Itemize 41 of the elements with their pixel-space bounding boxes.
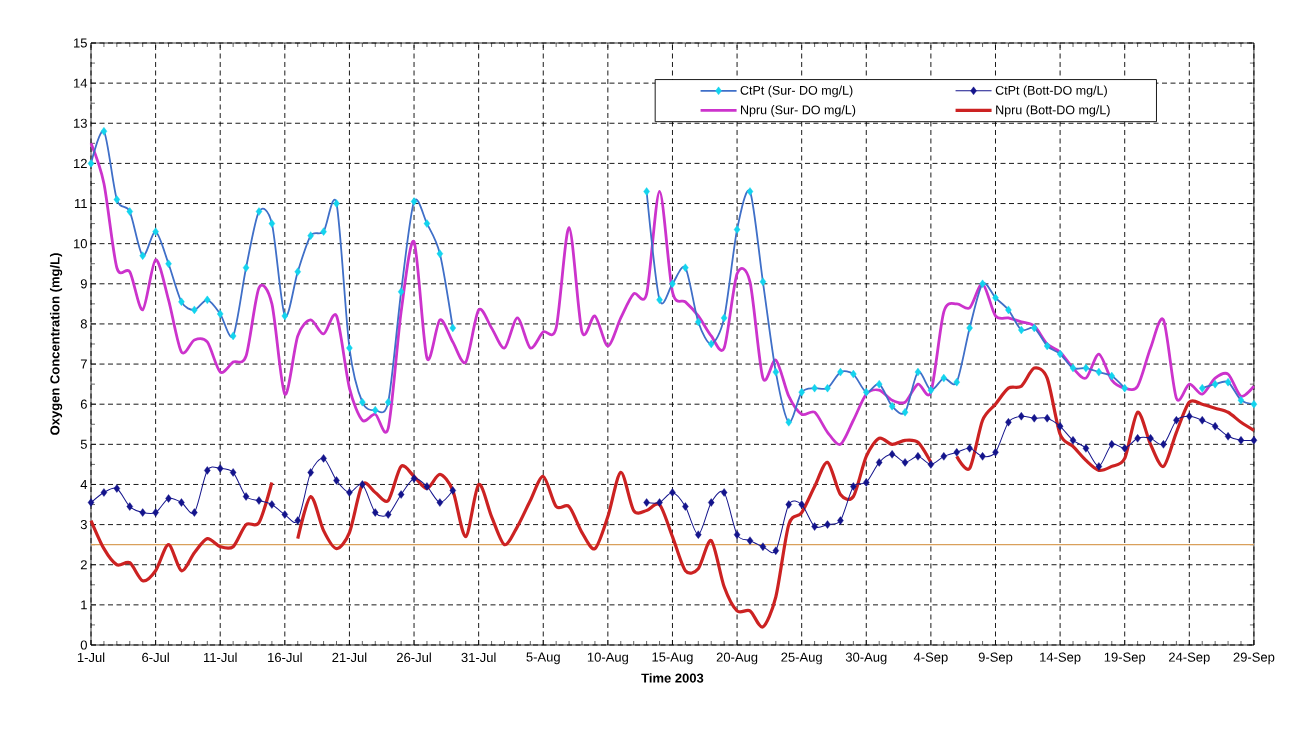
x-tick-label: 5-Aug xyxy=(526,652,560,665)
y-tick-label: 7 xyxy=(80,359,87,369)
x-tick-label: 19-Sep xyxy=(1104,652,1146,665)
y-tick-label: 4 xyxy=(80,480,88,489)
x-tick-label: 26-Jul xyxy=(396,652,431,663)
legend-label: CtPt (Bott-DO mg/L) xyxy=(995,85,1107,98)
x-tick-label: 20-Aug xyxy=(716,652,758,665)
y-tick-label: 1 xyxy=(81,600,87,610)
x-tick-label: 16-Jul xyxy=(268,652,302,663)
y-tick-label: 13 xyxy=(74,118,87,128)
y-tick-label: 6 xyxy=(80,399,87,409)
x-tick-label: 21-Jul xyxy=(332,652,367,663)
y-tick-label: 11 xyxy=(74,199,87,208)
legend-label: Npru (Bott-DO mg/L) xyxy=(996,105,1110,117)
legend-label: Npru (Sur- DO mg/L) xyxy=(741,105,856,117)
x-tick-label: 31-Jul xyxy=(461,652,496,663)
x-tick-label: 9-Sep xyxy=(978,652,1013,665)
y-tick-label: 10 xyxy=(74,239,87,249)
x-tick-label: 1-Jul xyxy=(77,652,105,663)
y-tick-label: 14 xyxy=(74,78,88,88)
y-tick-label: 0 xyxy=(80,640,87,650)
x-tick-label: 4-Sep xyxy=(913,652,948,665)
x-tick-label: 29-Sep xyxy=(1233,652,1275,665)
y-axis-title: Oxygen Concentration (mg/L) xyxy=(49,253,63,435)
legend-label: CtPt (Sur- DO mg/L) xyxy=(740,85,853,98)
y-tick-label: 15 xyxy=(74,38,87,48)
y-tick-label: 2 xyxy=(80,560,87,570)
y-tick-label: 5 xyxy=(80,439,87,449)
x-tick-label: 6-Jul xyxy=(142,652,169,663)
x-tick-label: 25-Aug xyxy=(781,652,822,665)
x-tick-label: 10-Aug xyxy=(587,652,628,665)
x-tick-label: 14-Sep xyxy=(1040,652,1081,665)
x-tick-label: 11-Jul xyxy=(203,652,237,663)
x-tick-label: 15-Aug xyxy=(652,652,693,665)
y-tick-label: 3 xyxy=(80,519,87,530)
y-tick-label: 9 xyxy=(80,279,87,289)
y-tick-label: 8 xyxy=(80,319,87,329)
x-tick-label: 24-Sep xyxy=(1169,652,1210,665)
x-tick-label: 30-Aug xyxy=(845,652,887,665)
x-axis-title: Time 2003 xyxy=(641,673,704,683)
y-tick-label: 12 xyxy=(74,158,87,168)
